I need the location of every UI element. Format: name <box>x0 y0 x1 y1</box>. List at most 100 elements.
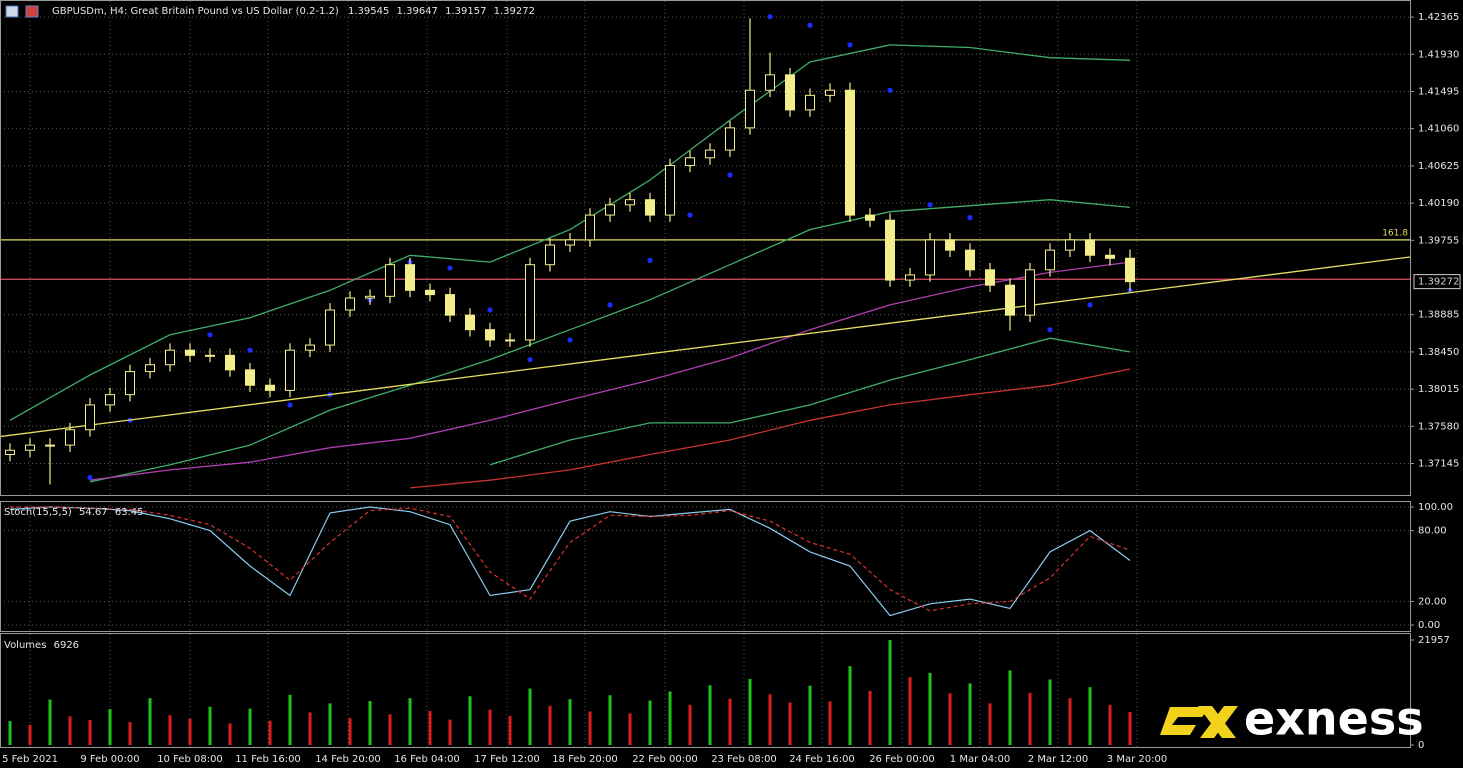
sar-dot <box>1047 327 1053 333</box>
y-tick-label: 80.00 <box>1418 526 1447 537</box>
volume-bar <box>768 694 772 745</box>
candle-body <box>565 239 575 246</box>
y-tick-label: 0 <box>1418 740 1424 751</box>
volume-bar <box>1088 687 1092 745</box>
candle-body <box>925 239 935 276</box>
volume-bar <box>188 718 192 745</box>
candle-body <box>25 444 35 451</box>
volume-bar <box>968 683 972 745</box>
candle-body <box>65 429 75 446</box>
volume-bar <box>348 718 352 745</box>
candle-body <box>5 449 15 456</box>
volume-bar <box>648 700 652 745</box>
icon <box>5 5 19 18</box>
volume-bar <box>548 705 552 745</box>
candle-body <box>325 309 335 346</box>
volume-bar <box>828 701 832 745</box>
candle-body <box>1045 249 1055 271</box>
volume-bar <box>228 723 232 745</box>
candle-body <box>105 394 115 406</box>
candle-body <box>405 264 415 291</box>
volume-bar <box>1068 698 1072 745</box>
volume-bar <box>1128 711 1132 745</box>
volume-bar <box>368 701 372 745</box>
candle-body <box>125 371 135 396</box>
volume-bar <box>908 677 912 745</box>
candle-body <box>945 239 955 251</box>
current-price: 1.39272 <box>1418 277 1459 288</box>
y-tick-label: 1.39755 <box>1418 235 1459 246</box>
volume-bar <box>1108 704 1112 745</box>
candle-body <box>445 294 455 316</box>
volume-bar <box>588 711 592 745</box>
sar-dot <box>967 215 973 221</box>
volume-bar <box>728 698 732 745</box>
plot-layer: 161.8 <box>0 1 1411 747</box>
candle-body <box>1105 254 1115 259</box>
volume-bar <box>68 716 72 745</box>
volume-bar <box>428 711 432 745</box>
indicator-line <box>89 261 1131 481</box>
candle-body <box>665 164 675 216</box>
indicator-line <box>409 368 1131 489</box>
y-tick-label: 1.40190 <box>1418 198 1459 209</box>
y-tick-label: 21957 <box>1418 635 1450 646</box>
candle-body <box>585 214 595 241</box>
y-tick-label: 1.38885 <box>1418 310 1459 321</box>
candle-body <box>985 269 995 286</box>
sar-dot <box>87 475 93 481</box>
sar-dot <box>727 172 733 178</box>
y-tick-label: 1.38015 <box>1418 384 1459 395</box>
sar-dot <box>887 87 893 93</box>
candle-body <box>485 329 495 341</box>
x-tick-label: 14 Feb 20:00 <box>315 754 381 765</box>
candle-body <box>885 219 895 281</box>
candle-body <box>725 127 735 151</box>
x-tick-label: 10 Feb 08:00 <box>157 754 223 765</box>
x-tick-label: 3 Mar 20:00 <box>1107 754 1167 765</box>
candle-body <box>805 94 815 111</box>
volume-bar <box>888 640 892 745</box>
volume-bar <box>168 715 172 745</box>
candle-body <box>365 295 375 299</box>
candle-body <box>905 274 915 281</box>
last-open: 1.39545 <box>348 6 389 17</box>
logo-mark <box>1160 707 1210 735</box>
last-close: 1.39272 <box>494 6 535 17</box>
y-tick-label: 1.41930 <box>1418 49 1459 60</box>
y-tick-label: 1.40625 <box>1418 161 1459 172</box>
last-high: 1.39647 <box>397 6 438 17</box>
series-line <box>10 506 1131 612</box>
trend-line <box>0 256 1411 438</box>
volume-bar <box>148 698 152 745</box>
stoch-panel-frame <box>0 501 1411 632</box>
x-tick-label: 11 Feb 16:00 <box>235 754 301 765</box>
price-box <box>1413 274 1461 290</box>
volume-bar <box>8 721 12 745</box>
price-panel-frame <box>0 0 1411 496</box>
volume-panel-frame <box>0 633 1411 748</box>
stoch-title: Stoch(15,5,5) 54.67 63.45 <box>4 507 144 518</box>
candle-body <box>205 354 215 357</box>
volume-bar <box>388 714 392 745</box>
sar-dot <box>1087 302 1093 308</box>
title: Stoch(15,5,5) <box>4 507 72 518</box>
volume-bar <box>308 712 312 745</box>
candle-body <box>645 199 655 216</box>
sar-dot <box>567 337 573 343</box>
candle-body <box>265 384 275 391</box>
candle-body <box>525 264 535 341</box>
volume-bar <box>488 709 492 745</box>
candle-body <box>425 289 435 296</box>
volume-bar <box>848 666 852 745</box>
volume-bar <box>788 702 792 745</box>
x-tick-label: 18 Feb 20:00 <box>552 754 618 765</box>
stoch-signal-last: 63.45 <box>115 507 144 518</box>
candle-body <box>605 204 615 216</box>
candle-body <box>1065 239 1075 251</box>
logo-mark <box>1198 706 1238 738</box>
candle-body <box>245 369 255 386</box>
candle-body <box>45 444 55 447</box>
volume-bar <box>948 693 952 745</box>
volume-bar <box>708 685 712 745</box>
